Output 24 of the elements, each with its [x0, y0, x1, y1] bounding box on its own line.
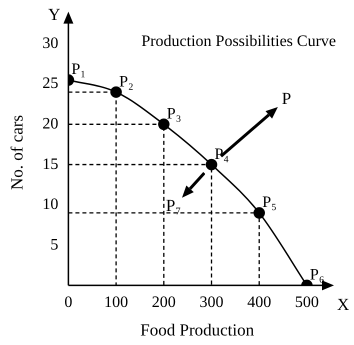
y-tick-label: 25	[42, 75, 58, 92]
x-axis-title: Food Production	[140, 320, 255, 340]
x-tick-label: 200	[152, 294, 176, 312]
x-tick-label: 300	[200, 294, 224, 312]
y-tick-label: 20	[42, 116, 58, 133]
y-tick-label: 10	[42, 196, 58, 214]
data-label: P₆	[310, 266, 324, 284]
text: X	[337, 294, 350, 314]
x-tick-label: 0	[64, 294, 72, 312]
data-label: P₁	[71, 61, 86, 78]
text: Y	[48, 5, 60, 24]
data-label: P₃	[166, 106, 182, 123]
y-tick-label: 30	[42, 34, 58, 52]
x-tick-label: 400	[247, 294, 272, 312]
data-label: P₅	[262, 194, 277, 212]
x-tick-label: 500	[294, 294, 319, 312]
y-axis-title: No. of cars	[8, 114, 27, 190]
annotation: P₇	[166, 196, 182, 216]
y-tick-label: 5	[50, 236, 58, 254]
text: Production Possibilities Curve	[141, 32, 336, 50]
data-label: P₂	[119, 73, 134, 90]
y-tick-label: 15	[42, 156, 58, 173]
x-tick-label: 100	[104, 294, 128, 312]
annotation: P	[282, 89, 292, 108]
